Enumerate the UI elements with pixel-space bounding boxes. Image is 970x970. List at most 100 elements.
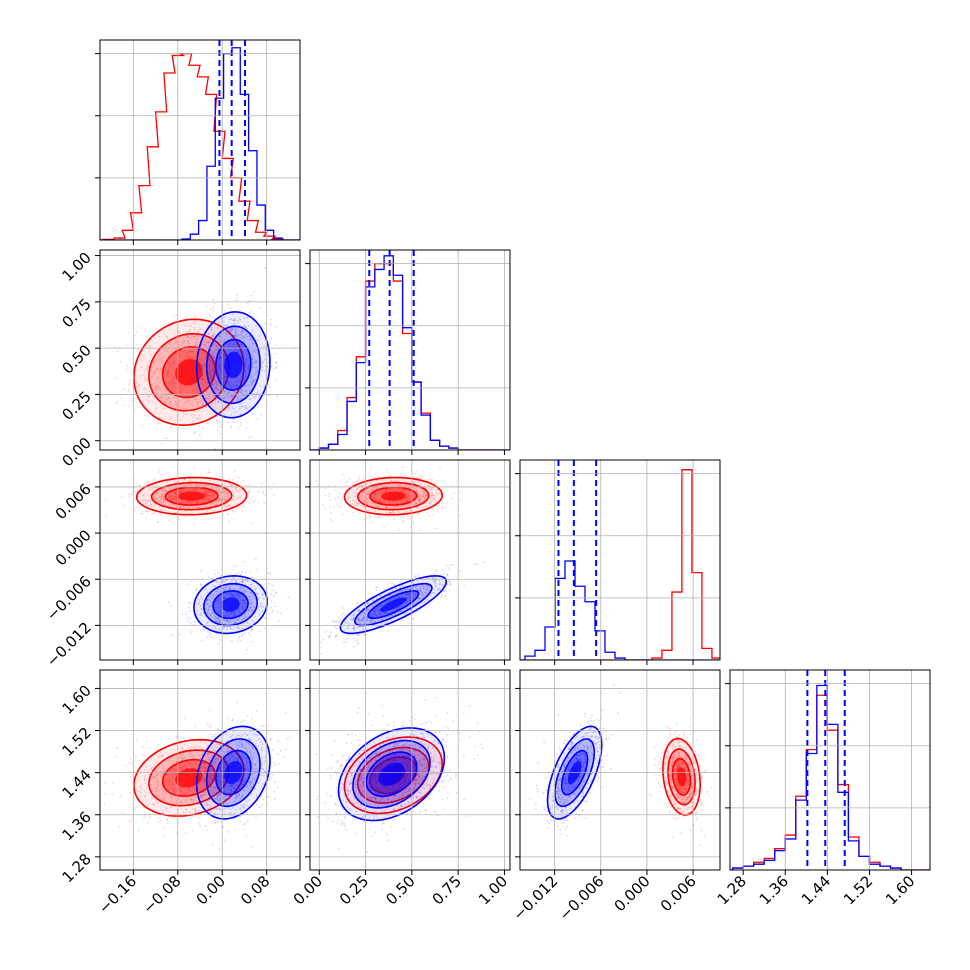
sample-point — [366, 482, 368, 485]
sample-point — [228, 328, 231, 330]
sample-point — [234, 335, 237, 338]
sample-point — [220, 491, 222, 494]
sample-point — [200, 378, 203, 381]
sample-point — [251, 351, 254, 353]
sample-point — [252, 315, 255, 318]
sample-point — [197, 506, 200, 509]
sample-point — [157, 358, 160, 361]
sample-point — [159, 502, 162, 505]
sample-point — [237, 594, 240, 597]
sample-point — [173, 491, 176, 494]
sample-point — [181, 390, 184, 393]
sample-point — [179, 506, 182, 508]
sample-point — [156, 368, 159, 370]
sample-point — [203, 499, 206, 502]
sample-point — [231, 593, 234, 596]
sample-point — [430, 492, 433, 495]
sample-point — [397, 480, 400, 482]
sample-point — [195, 334, 198, 337]
sample-point — [181, 499, 183, 502]
density-contour-blue — [221, 597, 240, 612]
sample-point — [214, 586, 216, 588]
sample-point — [181, 371, 184, 374]
sample-point — [251, 358, 254, 361]
sample-point — [225, 579, 228, 581]
sample-point — [224, 506, 227, 508]
histogram-blue — [520, 560, 720, 660]
sample-point — [222, 490, 225, 493]
sample-point — [253, 380, 256, 383]
sample-point — [239, 391, 242, 394]
sample-point — [235, 565, 238, 567]
sample-point — [228, 342, 231, 345]
sample-point — [241, 581, 244, 583]
sample-point — [246, 579, 249, 582]
sample-point — [229, 348, 232, 350]
sample-point — [398, 505, 401, 508]
sample-point — [409, 503, 412, 505]
sample-point — [205, 484, 208, 486]
sample-point — [218, 591, 220, 593]
sample-point — [160, 360, 163, 363]
sample-point — [233, 396, 236, 398]
sample-point — [175, 341, 177, 344]
sample-point — [388, 512, 391, 514]
sample-point — [405, 497, 408, 500]
sample-point — [180, 491, 182, 493]
sample-point — [197, 341, 199, 343]
sample-point — [240, 349, 243, 351]
sample-point — [422, 495, 424, 498]
sample-point — [208, 471, 211, 474]
sample-point — [145, 510, 148, 513]
sample-point — [188, 583, 190, 585]
sample-point — [210, 735, 213, 737]
sample-point — [185, 501, 188, 504]
sample-point — [348, 478, 351, 480]
sample-point — [212, 510, 215, 513]
sample-point — [246, 316, 249, 319]
sample-point — [242, 599, 245, 602]
sample-point — [211, 403, 213, 405]
sample-point — [256, 490, 259, 493]
sample-point — [199, 400, 202, 402]
y-tick-label: 1.00 — [58, 249, 94, 285]
sample-point — [230, 386, 233, 389]
sample-point — [246, 302, 249, 305]
axes-frame — [309, 249, 511, 451]
sample-point — [181, 502, 183, 504]
sample-point — [228, 333, 231, 336]
sample-point — [133, 510, 136, 513]
sample-point — [116, 401, 119, 403]
sample-point — [213, 350, 215, 353]
sample-point — [250, 592, 253, 595]
sample-point — [394, 489, 397, 491]
sample-point — [206, 495, 208, 498]
sample-point — [439, 588, 442, 591]
sample-point — [217, 599, 220, 602]
sample-point — [375, 597, 378, 600]
sample-point — [128, 429, 130, 431]
sample-point — [234, 593, 237, 596]
y-tick-label: 0.00 — [58, 434, 94, 470]
sample-point — [190, 580, 193, 583]
sample-point — [418, 528, 421, 531]
sample-point — [199, 613, 201, 616]
sample-point — [226, 619, 229, 622]
sample-point — [239, 373, 242, 376]
sample-point — [243, 613, 246, 616]
sample-point — [206, 421, 209, 424]
sample-point — [211, 383, 214, 386]
sample-point — [434, 482, 436, 485]
sample-point — [141, 494, 144, 496]
sample-point — [250, 384, 253, 386]
sample-point — [206, 490, 209, 493]
sample-point — [343, 641, 345, 644]
sample-point — [259, 307, 262, 309]
sample-point — [191, 500, 194, 503]
sample-point — [137, 829, 140, 832]
sample-point — [247, 500, 249, 503]
sample-point — [162, 498, 165, 501]
sample-point — [232, 322, 235, 325]
sample-point — [240, 348, 243, 351]
sample-point — [463, 585, 465, 587]
